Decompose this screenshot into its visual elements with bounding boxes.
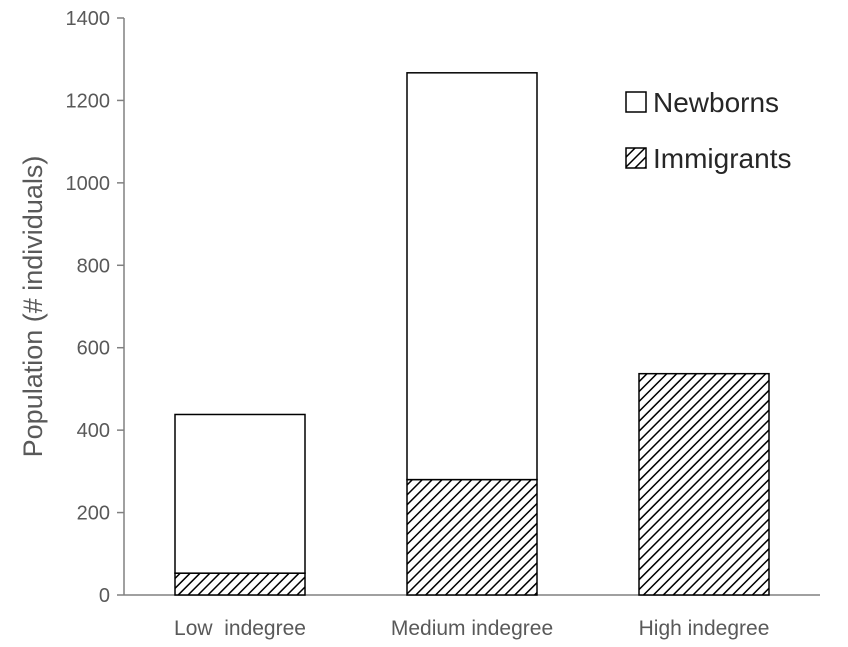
bar-immigrants-2 bbox=[406, 478, 538, 596]
bar-newborns-1 bbox=[174, 413, 306, 574]
y-tick-label: 1200 bbox=[66, 90, 111, 112]
legend-label-newborns: Newborns bbox=[653, 87, 779, 118]
bar-newborns-2 bbox=[406, 72, 538, 481]
bars bbox=[174, 72, 770, 596]
bar-immigrants-1 bbox=[174, 572, 306, 596]
legend-swatch-newborns bbox=[625, 91, 647, 113]
y-tick-label: 800 bbox=[77, 255, 110, 277]
y-tick-label: 600 bbox=[77, 338, 110, 360]
x-category-label: High indegree bbox=[639, 617, 770, 640]
labels: 0 200 400 600 800 1000 1200 1400 Population (# i… bbox=[18, 8, 769, 640]
y-tick-label: 200 bbox=[77, 503, 110, 525]
y-tick-label: 0 bbox=[99, 585, 110, 607]
x-category-label: Medium indegree bbox=[391, 617, 553, 640]
y-tick-label: 1400 bbox=[66, 8, 111, 30]
legend: Newborns Immigrants bbox=[625, 87, 791, 174]
bar-immigrants-3 bbox=[638, 372, 770, 596]
y-axis-title: Population (# individuals) bbox=[18, 156, 48, 458]
x-category-label: Low indegree bbox=[174, 617, 306, 640]
legend-label-immigrants: Immigrants bbox=[653, 143, 791, 174]
legend-swatch-immigrants bbox=[625, 147, 647, 169]
y-tick-label: 400 bbox=[77, 420, 110, 442]
y-tick-label: 1000 bbox=[66, 173, 111, 195]
